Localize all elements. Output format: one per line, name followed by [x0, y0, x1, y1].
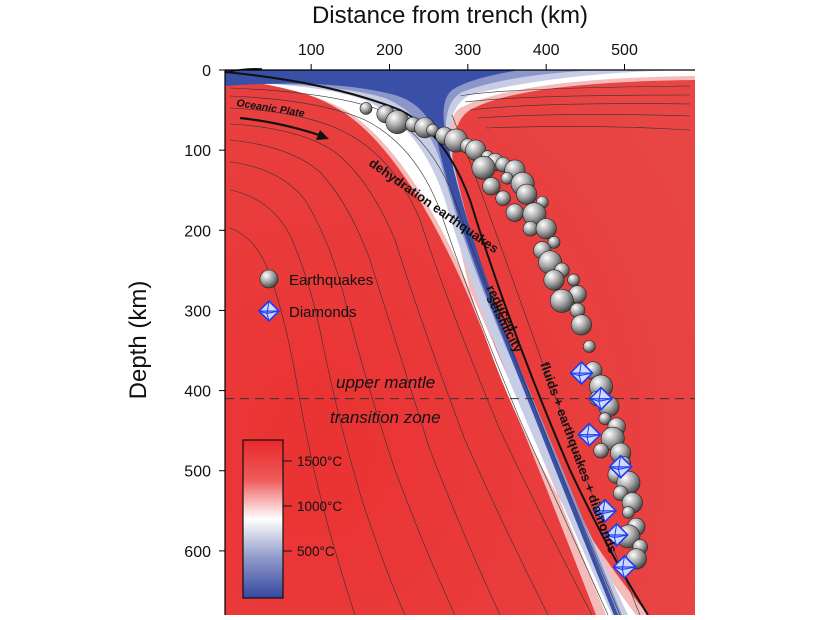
x-tick-label: 200	[376, 42, 403, 59]
earthquake-point	[547, 236, 561, 249]
diamond-point	[604, 522, 629, 547]
diamond-point	[588, 386, 614, 411]
y-tick-label: 600	[184, 544, 211, 561]
y-tick-label: 500	[184, 464, 211, 481]
x-axis-title: Distance from trench (km)	[312, 2, 588, 29]
colorbar-label-1000: 1000°C	[297, 499, 342, 514]
earthquake-point	[570, 314, 592, 336]
earthquake-legend-icon	[259, 269, 279, 289]
earthquake-point	[582, 340, 596, 353]
x-axis: 100 200 300 400 500	[298, 42, 638, 70]
x-tick-label: 400	[533, 42, 560, 59]
diamond-markers	[569, 360, 637, 580]
earthquake-point	[593, 442, 609, 459]
diamond-icon	[257, 299, 281, 323]
diamond-legend-icon	[257, 299, 281, 323]
earthquake-point	[505, 203, 524, 222]
diamonds-legend-label: Diamonds	[289, 304, 357, 321]
y-axis: 0 100 200 300 400 500 600	[184, 63, 225, 561]
earthquake-point	[359, 102, 373, 115]
y-axis-title: Depth (km)	[125, 281, 152, 400]
earthquake-point	[535, 218, 557, 240]
earthquake-point	[495, 190, 511, 206]
colorbar-gradient	[242, 439, 284, 599]
earthquake-point	[622, 506, 635, 519]
earthquake-point	[471, 155, 496, 180]
isotherms	[229, 85, 691, 615]
upper-mantle-label: upper mantle	[336, 373, 435, 392]
diamond-point	[592, 498, 618, 523]
slab-surface-line	[224, 71, 649, 616]
x-tick-label: 100	[298, 42, 325, 59]
diamond-point	[577, 422, 602, 447]
earthquake-point	[516, 183, 538, 205]
diamond-point	[569, 360, 594, 386]
earthquake-point	[482, 177, 501, 196]
earthquake-point	[543, 269, 565, 291]
earthquake-point	[385, 110, 410, 134]
transition-zone-label: transition zone	[330, 408, 441, 427]
plate-motion-arrow-line	[239, 116, 326, 139]
colorbar: 1500°C 1000°C 500°C	[242, 439, 342, 599]
diamond-point	[608, 454, 633, 479]
arrowhead-icon	[316, 130, 329, 140]
colorbar-label-1500: 1500°C	[297, 454, 342, 469]
x-tick-label: 500	[611, 42, 638, 59]
legend: Earthquakes Diamonds	[257, 269, 373, 323]
y-tick-label: 400	[184, 384, 211, 401]
earthquake-point	[598, 412, 612, 425]
y-tick-label: 300	[184, 303, 211, 320]
colorbar-label-500: 500°C	[297, 544, 335, 559]
x-tick-label: 300	[454, 42, 481, 59]
y-tick-label: 200	[184, 223, 211, 240]
trench-mark	[227, 68, 263, 73]
earthquake-point	[549, 288, 574, 313]
y-tick-label: 100	[184, 143, 211, 160]
earthquakes-legend-label: Earthquakes	[289, 272, 373, 289]
earthquake-point	[567, 273, 580, 287]
plot-area	[225, 70, 695, 615]
y-tick-label: 0	[202, 63, 211, 80]
diamond-point	[612, 554, 637, 580]
